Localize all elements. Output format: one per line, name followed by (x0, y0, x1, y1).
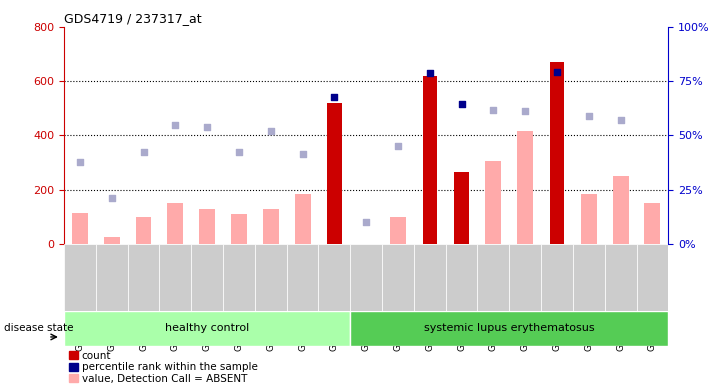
Point (170, 121, 181, 127)
Bar (319, 244, 351, 338)
Point (488, 106, 499, 113)
Point (138, 149, 149, 155)
Point (328, 94, 340, 101)
Text: healthy control: healthy control (165, 323, 250, 333)
Point (297, 151, 309, 157)
Bar (613, 176, 629, 244)
Bar (573, 244, 605, 338)
Bar (127, 244, 159, 338)
Bar (191, 244, 223, 338)
Bar (104, 237, 119, 244)
Point (74, 159, 85, 166)
Bar (486, 161, 501, 244)
Bar (136, 217, 151, 244)
Point (233, 149, 245, 155)
Point (424, 70, 435, 76)
Bar (581, 194, 597, 244)
Point (265, 128, 277, 134)
Bar (223, 244, 255, 338)
Bar (351, 244, 382, 338)
Bar (294, 194, 311, 244)
Bar (64, 311, 351, 346)
Bar (351, 311, 668, 346)
Bar (255, 244, 287, 338)
Bar (96, 244, 127, 338)
Point (551, 69, 562, 75)
Bar (605, 244, 636, 338)
Bar (446, 244, 478, 338)
Bar (287, 244, 319, 338)
Bar (636, 244, 668, 338)
Text: disease state: disease state (4, 323, 73, 333)
Point (201, 124, 213, 130)
Bar (454, 172, 469, 244)
Point (106, 195, 117, 201)
Bar (518, 131, 533, 244)
Point (520, 108, 531, 114)
Point (360, 219, 372, 225)
Point (583, 113, 594, 119)
Bar (550, 62, 564, 244)
Bar (231, 214, 247, 244)
Legend: count, percentile rank within the sample, value, Detection Call = ABSENT, rank, : count, percentile rank within the sample… (69, 351, 257, 384)
Bar (414, 244, 446, 338)
Bar (64, 244, 96, 338)
Text: GDS4719 / 237317_at: GDS4719 / 237317_at (64, 12, 202, 25)
Bar (541, 244, 573, 338)
Bar (159, 244, 191, 338)
Point (551, 88, 562, 94)
Bar (390, 217, 406, 244)
Bar (422, 76, 437, 244)
Text: systemic lupus erythematosus: systemic lupus erythematosus (424, 323, 594, 333)
Bar (382, 244, 414, 338)
Bar (263, 209, 279, 244)
Bar (199, 209, 215, 244)
Bar (327, 103, 341, 244)
Point (456, 101, 467, 107)
Bar (644, 203, 661, 244)
Point (392, 143, 404, 149)
Point (615, 118, 626, 124)
Bar (167, 203, 183, 244)
Bar (509, 244, 541, 338)
Bar (478, 244, 509, 338)
Bar (72, 213, 88, 244)
